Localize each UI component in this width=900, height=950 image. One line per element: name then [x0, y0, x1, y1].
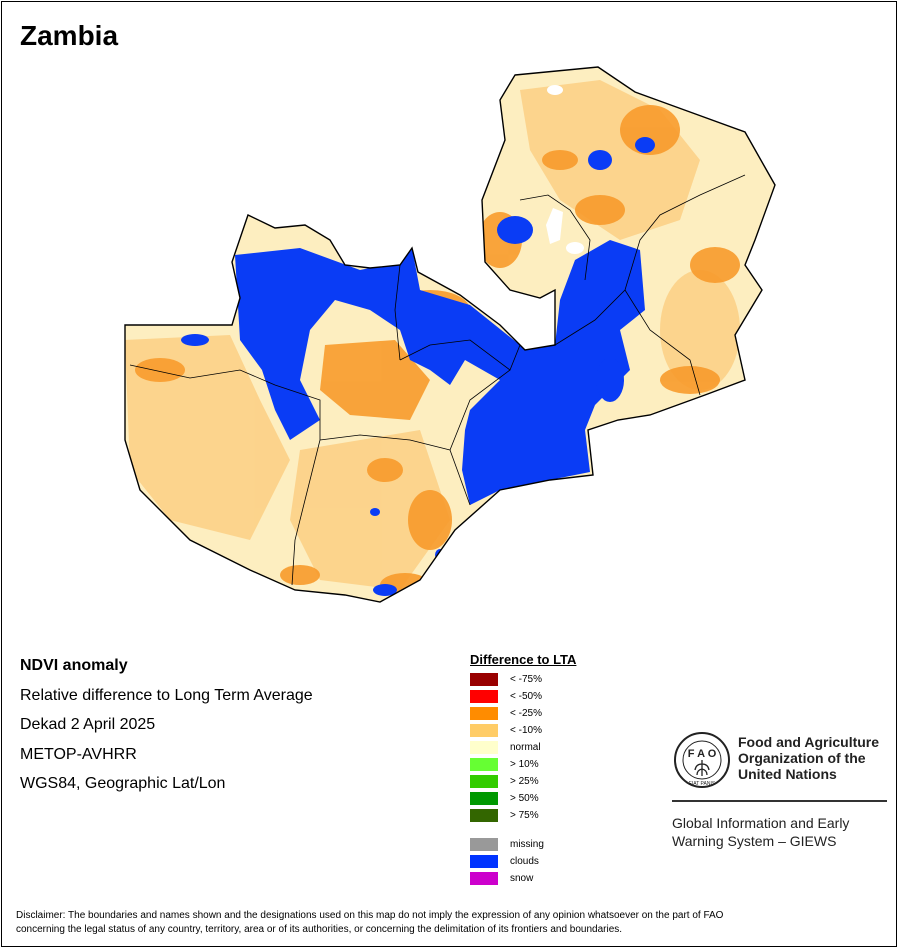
legend-swatch [470, 758, 498, 771]
legend-title: Difference to LTA [470, 652, 577, 667]
legend-swatch [470, 792, 498, 805]
legend-label: missing [510, 839, 544, 850]
legend-item: > 25% [470, 773, 576, 790]
legend: Difference to LTA < -75% < -50% < -25% <… [470, 652, 576, 887]
legend-label: < -10% [510, 725, 542, 736]
legend-label: clouds [510, 856, 539, 867]
zambia-ndvi-map [124, 66, 776, 603]
legend-swatch [470, 872, 498, 885]
disclaimer: Disclaimer: The boundaries and names sho… [16, 909, 886, 937]
disclaimer-line-1: Disclaimer: The boundaries and names sho… [16, 910, 724, 921]
info-line-4: WGS84, Geographic Lat/Lon [20, 775, 226, 792]
legend-swatch [470, 707, 498, 720]
info-line-2: Dekad 2 April 2025 [20, 716, 156, 733]
map-title: Zambia [20, 20, 119, 51]
legend-label: < -50% [510, 691, 542, 702]
logo-divider [672, 800, 887, 802]
map-info: NDVI anomaly Relative difference to Long… [20, 656, 313, 804]
org-line-1: Food and Agriculture [738, 734, 880, 750]
disclaimer-line-2: concerning the legal status of any count… [16, 924, 623, 935]
fao-org-name: Food and Agriculture Organization of the… [738, 734, 879, 782]
emblem-motto: FIAT PANIS [689, 781, 716, 787]
info-heading: NDVI anomaly [20, 657, 128, 674]
legend-item: > 75% [470, 807, 576, 824]
legend-item-missing: missing [470, 836, 576, 853]
legend-swatch [470, 673, 498, 686]
legend-item-snow: snow [470, 870, 576, 887]
info-line-1: Relative difference to Long Term Average [20, 686, 313, 704]
legend-label: > 75% [510, 810, 539, 821]
legend-item: > 10% [470, 756, 576, 773]
legend-swatch [470, 741, 498, 754]
legend-swatch [470, 775, 498, 788]
giews-name: Global Information and Early Warning Sys… [672, 814, 888, 850]
legend-item: > 50% [470, 790, 576, 807]
legend-swatch [470, 855, 498, 868]
legend-swatch [470, 724, 498, 737]
legend-label: < -75% [510, 674, 542, 685]
legend-label: > 50% [510, 793, 539, 804]
legend-item: normal [470, 739, 576, 756]
org-line-2: Organization of the [738, 750, 866, 766]
province-boundaries [129, 174, 746, 586]
legend-label: snow [510, 873, 534, 884]
legend-label: > 25% [510, 776, 539, 787]
giews-line-2: Warning System – GIEWS [672, 833, 837, 849]
org-line-3: United Nations [738, 766, 837, 782]
legend-label: normal [510, 742, 541, 753]
giews-line-1: Global Information and Early [672, 815, 850, 831]
cloud-cover-areas [181, 137, 655, 596]
legend-swatch [470, 838, 498, 851]
fao-logo-block: F A O FIAT PANIS Food and Agriculture Or… [672, 730, 888, 850]
lake-areas [546, 85, 584, 254]
fao-emblem-icon: F A O FIAT PANIS [674, 732, 730, 788]
legend-item: < -10% [470, 722, 576, 739]
legend-swatch [470, 809, 498, 822]
legend-item-clouds: clouds [470, 853, 576, 870]
legend-swatch [470, 690, 498, 703]
legend-item: < -50% [470, 688, 576, 705]
emblem-text: F A O [688, 748, 717, 760]
legend-label: < -25% [510, 708, 542, 719]
info-line-3: METOP-AVHRR [20, 745, 137, 763]
legend-item: < -75% [470, 671, 576, 688]
legend-label: > 10% [510, 759, 539, 770]
legend-item: < -25% [470, 705, 576, 722]
